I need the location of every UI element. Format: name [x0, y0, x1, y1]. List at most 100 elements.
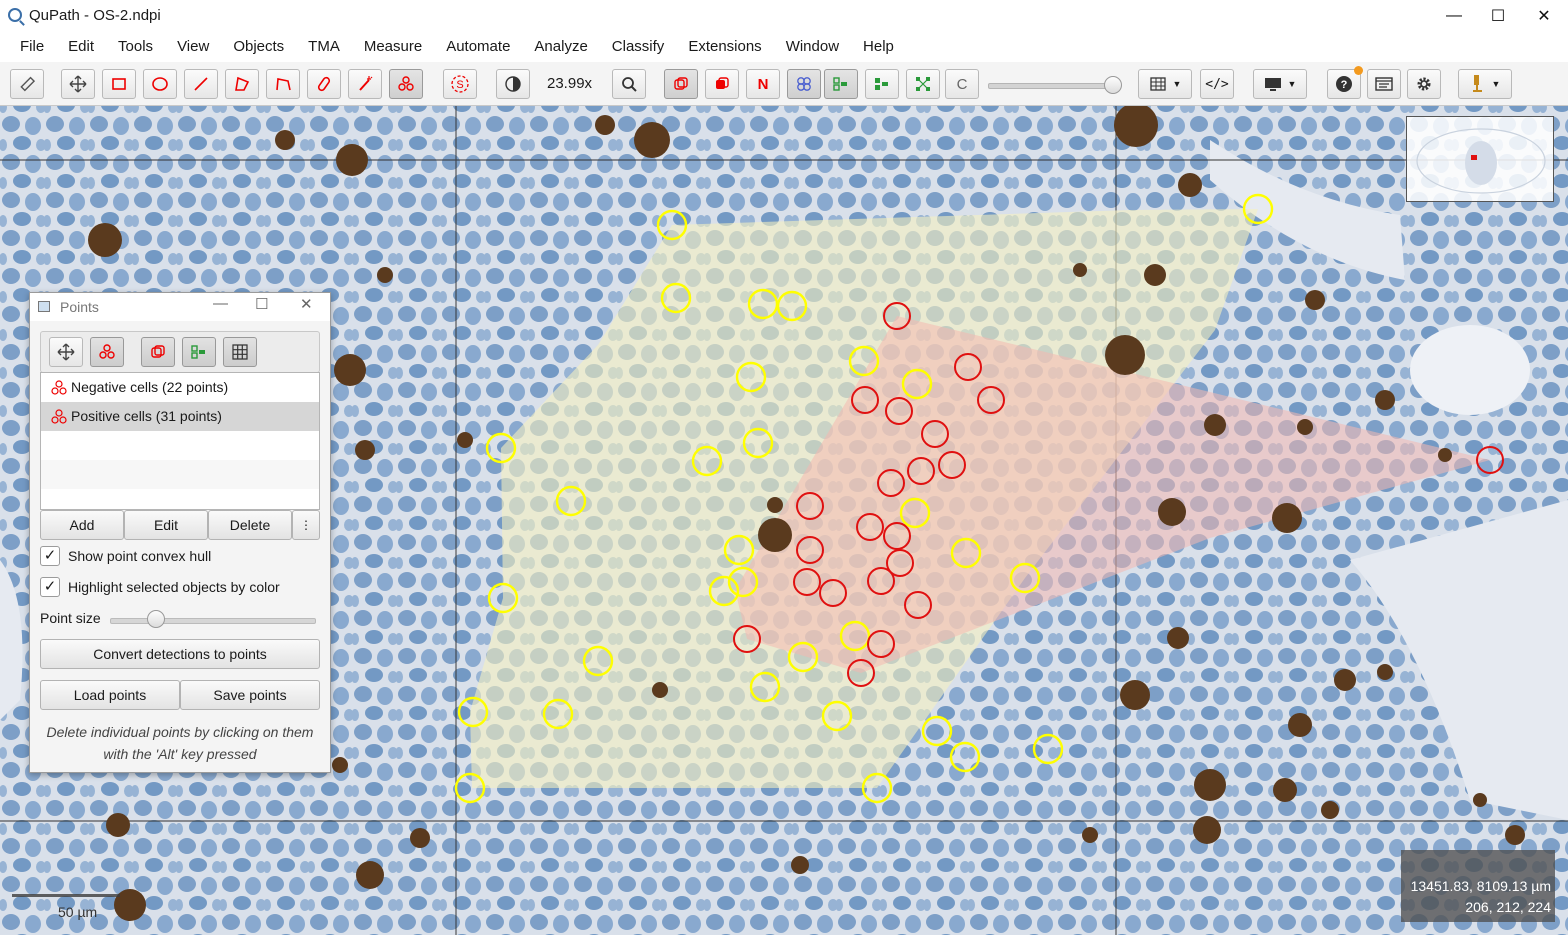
help-button[interactable]: ?: [1327, 66, 1363, 99]
show-annotations-button[interactable]: [141, 337, 175, 367]
menu-view[interactable]: View: [177, 38, 210, 55]
minimize-button[interactable]: —: [213, 295, 228, 312]
points-dialog-title: Points: [60, 299, 99, 315]
polygon-tool-button[interactable]: [225, 69, 259, 99]
zoom-to-fit-button[interactable]: [612, 69, 646, 99]
save-points-button[interactable]: Save points: [180, 680, 320, 710]
brightness-contrast-button[interactable]: [496, 69, 530, 99]
preferences-button[interactable]: [1407, 69, 1441, 99]
window-icon: [38, 301, 50, 312]
opacity-slider[interactable]: [988, 83, 1120, 89]
detections-icon: [191, 345, 205, 359]
zoom-level: 23.99x: [547, 75, 593, 92]
log-button[interactable]: [1367, 69, 1401, 99]
move-icon: [69, 75, 87, 93]
show-annotations-button[interactable]: [664, 69, 698, 99]
point-classes-list[interactable]: Negative cells (22 points) Positive cell…: [40, 372, 320, 510]
menu-classify[interactable]: Classify: [611, 38, 665, 55]
convert-detections-button[interactable]: Convert detections to points: [40, 639, 320, 669]
menu-extensions[interactable]: Extensions: [688, 38, 762, 55]
menu-help[interactable]: Help: [863, 38, 894, 55]
svg-text:?: ?: [1341, 79, 1348, 91]
extensions-button[interactable]: ▼: [1458, 69, 1512, 99]
move-tool-button[interactable]: [61, 69, 95, 99]
list-item-label: Negative cells (22 points): [71, 379, 229, 395]
show-detections-button[interactable]: [182, 337, 216, 367]
log-icon: [1375, 77, 1393, 91]
wand-tool-button[interactable]: [348, 69, 382, 99]
gear-icon: [1417, 77, 1431, 91]
menu-measure[interactable]: Measure: [363, 38, 423, 55]
highlight-selected-label: Highlight selected objects by color: [68, 579, 280, 595]
maximize-button[interactable]: ☐: [255, 296, 269, 313]
points-dialog-titlebar[interactable]: Points — ☐ ✕: [30, 293, 330, 321]
more-options-button[interactable]: ⋮: [292, 510, 320, 540]
measurement-table-button[interactable]: ▼: [1138, 69, 1192, 99]
ellipse-tool-button[interactable]: [143, 69, 177, 99]
rectangle-tool-button[interactable]: [102, 69, 136, 99]
selection-mode-button[interactable]: S: [443, 69, 477, 99]
toolbar: S 23.99x N C ▼ </> ▼ ?: [0, 62, 1568, 106]
qupath-logo-icon: [8, 8, 22, 22]
tma-grid-icon: [797, 77, 811, 91]
brush-tool-button[interactable]: [307, 69, 341, 99]
detections-icon: [833, 77, 847, 91]
move-icon: [57, 343, 75, 361]
image-viewer[interactable]: [0, 106, 1568, 935]
show-convex-hull-checkbox[interactable]: ✓: [40, 546, 60, 566]
line-icon: [194, 77, 208, 91]
close-button[interactable]: ✕: [1537, 8, 1551, 25]
menu-file[interactable]: File: [20, 38, 45, 55]
points-icon: [398, 76, 414, 91]
maximize-button[interactable]: ☐: [1490, 8, 1506, 25]
menu-tma[interactable]: TMA: [308, 38, 340, 55]
show-grid-button[interactable]: [223, 337, 257, 367]
add-button[interactable]: Add: [40, 510, 124, 540]
chevron-down-icon: ▼: [1172, 79, 1182, 89]
fill-detections-button[interactable]: [865, 69, 899, 99]
points-tool-button[interactable]: [90, 337, 124, 367]
measurement-manager-button[interactable]: [10, 69, 44, 99]
ellipse-icon: [152, 77, 168, 91]
code-icon: </>: [1205, 76, 1229, 92]
svg-text:S: S: [456, 79, 463, 91]
viewer-display-button[interactable]: ▼: [1253, 69, 1307, 99]
fill-annotations-button[interactable]: [705, 69, 739, 99]
point-size-slider[interactable]: [110, 618, 316, 624]
table-icon: [1149, 77, 1166, 91]
list-item-positive-cells[interactable]: Positive cells (31 points): [41, 402, 319, 431]
highlight-selected-checkbox[interactable]: ✓: [40, 577, 60, 597]
microscope-icon: [1472, 75, 1482, 92]
move-tool-button[interactable]: [49, 337, 83, 367]
show-pixel-classification-button[interactable]: C: [945, 69, 979, 99]
delete-button[interactable]: Delete: [208, 510, 292, 540]
close-button[interactable]: ✕: [300, 296, 313, 313]
menu-window[interactable]: Window: [785, 38, 840, 55]
load-points-button[interactable]: Load points: [40, 680, 180, 710]
points-icon: [99, 344, 115, 359]
polyline-tool-button[interactable]: [266, 69, 300, 99]
edit-button[interactable]: Edit: [124, 510, 208, 540]
line-tool-button[interactable]: [184, 69, 218, 99]
polyline-icon: [276, 78, 291, 91]
overview-thumbnail[interactable]: [1406, 116, 1554, 202]
notification-badge: [1354, 66, 1363, 75]
show-names-button[interactable]: N: [746, 69, 780, 99]
menu-automate[interactable]: Automate: [446, 38, 511, 55]
points-tool-button[interactable]: [389, 69, 423, 99]
selection-mode-icon: S: [451, 75, 469, 93]
minimize-button[interactable]: —: [1446, 7, 1462, 24]
tissue-image: [0, 106, 1568, 935]
list-item-negative-cells[interactable]: Negative cells (22 points): [41, 373, 319, 402]
menu-edit[interactable]: Edit: [68, 38, 95, 55]
menu-objects[interactable]: Objects: [233, 38, 285, 55]
opacity-slider-thumb[interactable]: [1104, 76, 1122, 94]
script-editor-button[interactable]: </>: [1200, 69, 1234, 99]
show-tma-grid-button[interactable]: [787, 69, 821, 99]
show-object-connections-button[interactable]: [906, 69, 940, 99]
show-detections-button[interactable]: [824, 69, 858, 99]
menu-analyze[interactable]: Analyze: [534, 38, 588, 55]
point-size-slider-thumb[interactable]: [147, 610, 165, 628]
menu-tools[interactable]: Tools: [118, 38, 154, 55]
ruler-icon: [20, 76, 36, 92]
